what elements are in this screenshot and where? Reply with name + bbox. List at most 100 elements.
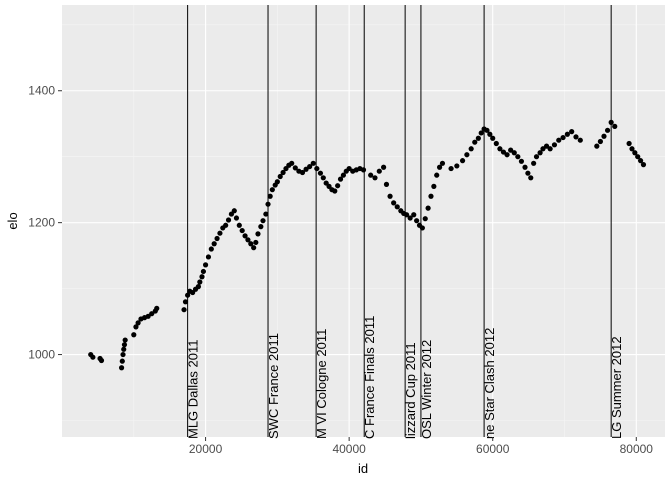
data-point <box>121 342 128 348</box>
data-point <box>372 175 378 181</box>
data-point <box>149 311 155 317</box>
data-point <box>448 165 454 172</box>
data-point <box>540 146 546 152</box>
data-point <box>122 337 128 343</box>
data-point <box>560 134 566 141</box>
data-point <box>121 346 127 352</box>
data-point <box>387 193 393 199</box>
data-point <box>195 284 201 290</box>
data-point <box>422 216 428 222</box>
data-point <box>205 254 212 260</box>
data-point <box>543 143 550 149</box>
data-point <box>551 142 558 148</box>
data-point <box>340 172 346 178</box>
data-point <box>573 134 579 140</box>
axes: 20000 40000 60000 80000 1000 1200 1400 <box>28 84 653 456</box>
data-point <box>484 127 490 133</box>
data-point <box>274 179 280 185</box>
data-point <box>637 158 644 164</box>
data-point <box>292 165 298 171</box>
data-point <box>464 152 470 158</box>
data-point <box>594 143 600 149</box>
data-point <box>332 188 338 194</box>
data-point <box>90 354 96 360</box>
data-point <box>133 324 139 330</box>
data-point <box>604 127 611 133</box>
y-axis-title: elo <box>5 212 20 229</box>
data-point <box>310 160 316 166</box>
data-point <box>515 154 521 160</box>
data-point <box>199 274 205 280</box>
data-point <box>528 175 534 181</box>
data-points <box>88 119 647 371</box>
data-point <box>131 332 137 338</box>
x-axis-title: id <box>358 461 368 476</box>
data-point <box>564 131 570 137</box>
data-point <box>135 320 141 326</box>
data-point <box>626 140 632 147</box>
data-point <box>381 164 387 170</box>
data-point <box>231 208 237 214</box>
data-point <box>497 146 503 152</box>
data-point <box>145 313 151 319</box>
data-point <box>525 170 531 176</box>
data-point <box>269 187 275 193</box>
data-point <box>547 146 553 152</box>
data-point <box>493 140 499 147</box>
data-point <box>118 365 125 371</box>
data-point <box>490 135 496 141</box>
y-tick-label: 1200 <box>28 216 55 230</box>
data-point <box>383 181 390 187</box>
data-point <box>248 241 254 247</box>
data-point <box>200 268 207 275</box>
data-point <box>629 146 635 152</box>
data-point <box>407 215 413 221</box>
event-label: MLG Dallas 2011 <box>186 340 201 439</box>
data-point <box>468 146 474 152</box>
data-point <box>263 211 269 217</box>
data-point <box>314 165 320 172</box>
event-label: M VI Cologne 2011 <box>314 329 329 439</box>
data-point <box>394 204 400 210</box>
data-point <box>303 166 309 172</box>
data-point <box>425 205 431 211</box>
data-point <box>360 167 367 173</box>
data-point <box>98 357 105 364</box>
data-point <box>569 129 575 135</box>
data-point <box>640 162 647 168</box>
data-point <box>182 299 189 305</box>
data-point <box>223 222 229 228</box>
data-point <box>533 154 540 160</box>
data-point <box>504 152 510 158</box>
event-label: OSL Winter 2012 <box>419 340 434 439</box>
data-point <box>635 154 641 160</box>
data-point <box>119 358 125 364</box>
data-point <box>307 163 313 170</box>
data-point <box>217 230 223 236</box>
event-label: lizzard Cup 2011 <box>403 342 418 439</box>
data-point <box>233 215 240 221</box>
data-point <box>508 147 514 153</box>
data-point <box>337 176 344 182</box>
data-point <box>436 164 443 170</box>
event-label: C France Finals 2011 <box>362 316 377 439</box>
data-point <box>531 160 537 166</box>
data-point <box>601 133 607 139</box>
data-point <box>459 158 466 164</box>
data-point <box>434 172 440 178</box>
data-point <box>317 170 324 176</box>
data-point <box>202 262 209 268</box>
data-point <box>253 239 259 246</box>
data-point <box>236 222 242 228</box>
data-point <box>225 217 232 223</box>
data-point <box>518 158 525 164</box>
data-point <box>258 224 264 230</box>
data-point <box>214 235 220 242</box>
x-tick-label: 20000 <box>189 442 223 456</box>
data-point <box>211 241 217 247</box>
data-point <box>299 169 306 176</box>
data-point <box>487 131 493 137</box>
data-point <box>537 150 543 156</box>
data-point <box>414 218 420 224</box>
data-point <box>368 172 374 178</box>
